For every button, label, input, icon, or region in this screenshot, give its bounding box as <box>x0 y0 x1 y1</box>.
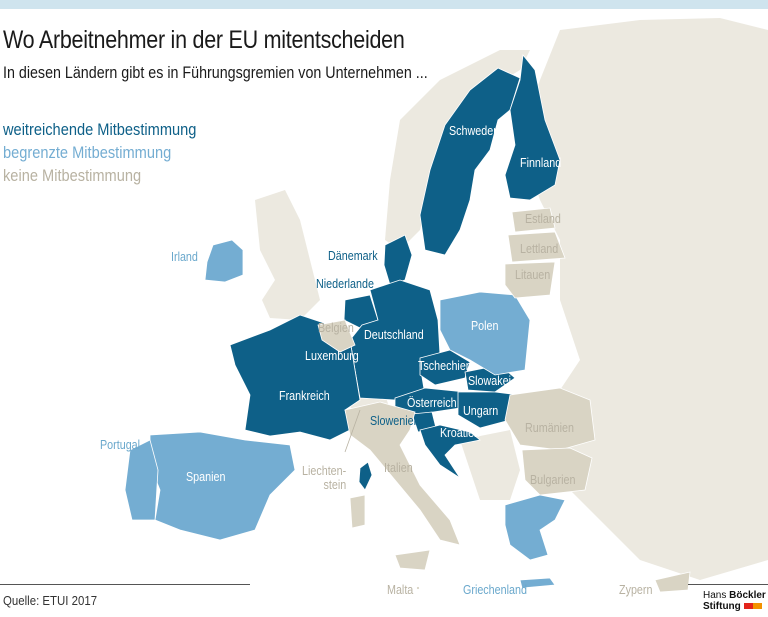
country-italy[interactable] <box>344 401 461 546</box>
non-eu-land <box>520 18 768 580</box>
liechtenstein-leader-line <box>344 409 361 453</box>
label-polen: Polen <box>471 319 499 333</box>
country-portugal[interactable] <box>124 439 159 521</box>
label-kroatien: Kroatien <box>440 426 481 440</box>
footer-divider <box>0 584 250 585</box>
label-slowenien: Slowenien <box>370 414 420 428</box>
label-italien: Italien <box>384 461 413 475</box>
source-note: Quelle: ETUI 2017 <box>3 593 98 608</box>
country-crete[interactable] <box>519 577 556 589</box>
country-sicily[interactable] <box>394 549 431 571</box>
logo-text-stiftung: Stiftung <box>703 601 741 612</box>
legend: weitreichende Mitbestimmung begrenzte Mi… <box>3 118 228 187</box>
country-bulgaria[interactable] <box>521 447 593 496</box>
country-sweden[interactable] <box>419 67 521 256</box>
country-latvia[interactable] <box>507 231 566 263</box>
label-litauen: Litauen <box>515 268 551 282</box>
country-finland[interactable] <box>504 54 561 201</box>
label-niederlande: Niederlande <box>316 277 374 291</box>
label-rumaenien: Rumänien <box>525 421 575 435</box>
label-griechenland: Griechenland <box>463 583 527 597</box>
non-eu-land-balkans <box>460 430 520 500</box>
country-corsica[interactable] <box>358 461 373 491</box>
country-lithuania[interactable] <box>504 261 556 299</box>
label-lettland: Lettland <box>520 242 559 256</box>
label-portugal: Portugal <box>100 438 141 452</box>
label-spanien: Spanien <box>186 470 226 484</box>
label-zypern: Zypern <box>619 583 653 597</box>
legend-item-keine: keine Mitbestimmung <box>3 166 142 185</box>
logo-red-square-icon <box>743 603 753 610</box>
label-deutschland: Deutschland <box>364 328 424 342</box>
weitreichend-countries <box>229 54 561 491</box>
label-oesterreich: Österreich <box>407 396 457 410</box>
hans-boeckler-logo: Hans Böckler Stiftung <box>703 590 766 612</box>
country-malta[interactable] <box>416 586 420 590</box>
label-belgien: Belgien <box>318 321 354 335</box>
label-irland: Irland <box>171 250 198 264</box>
label-estland: Estland <box>525 212 561 226</box>
country-cyprus[interactable] <box>654 571 691 593</box>
label-finnland: Finnland <box>520 156 562 170</box>
page-subtitle: In diesen Ländern gibt es in Führungsgre… <box>3 63 428 82</box>
label-tschechien: Tschechien <box>418 359 472 373</box>
country-estonia[interactable] <box>511 207 556 233</box>
label-bulgarien: Bulgarien <box>530 473 576 487</box>
legend-item-begrenzt: begrenzte Mitbestimmung <box>3 143 172 162</box>
logo-orange-square-icon <box>752 603 762 610</box>
keine-countries <box>317 207 691 593</box>
top-bar <box>0 0 768 9</box>
label-frankreich: Frankreich <box>279 389 330 403</box>
country-belgium[interactable] <box>317 319 356 353</box>
country-spain[interactable] <box>149 431 296 541</box>
footer-divider-right <box>688 584 768 585</box>
non-eu-land-uk <box>255 190 320 320</box>
logo-text-hans: Hans <box>703 590 730 601</box>
legend-item-weitreichend: weitreichende Mitbestimmung <box>3 120 197 139</box>
country-sardinia[interactable] <box>349 494 366 529</box>
non-eu-land-norway <box>385 50 530 250</box>
page-title: Wo Arbeitnehmer in der EU mitentscheiden <box>3 26 405 54</box>
label-schweden: Schweden <box>449 124 500 138</box>
label-slowakei: Slowakei <box>468 374 512 388</box>
country-ireland[interactable] <box>204 239 244 283</box>
country-denmark[interactable] <box>383 234 413 286</box>
country-romania[interactable] <box>504 387 596 451</box>
begrenzt-countries <box>124 239 566 589</box>
label-liechtenstein: Liechten- stein <box>302 464 347 492</box>
country-greece[interactable] <box>504 494 566 561</box>
label-malta: Malta <box>387 583 414 597</box>
country-poland[interactable] <box>439 291 531 376</box>
label-luxemburg: Luxemburg <box>305 349 359 363</box>
label-ungarn: Ungarn <box>463 404 499 418</box>
label-daenemark: Dänemark <box>328 249 378 263</box>
country-croatia[interactable] <box>419 424 481 479</box>
logo-text-boeckler: Böckler <box>729 590 766 601</box>
